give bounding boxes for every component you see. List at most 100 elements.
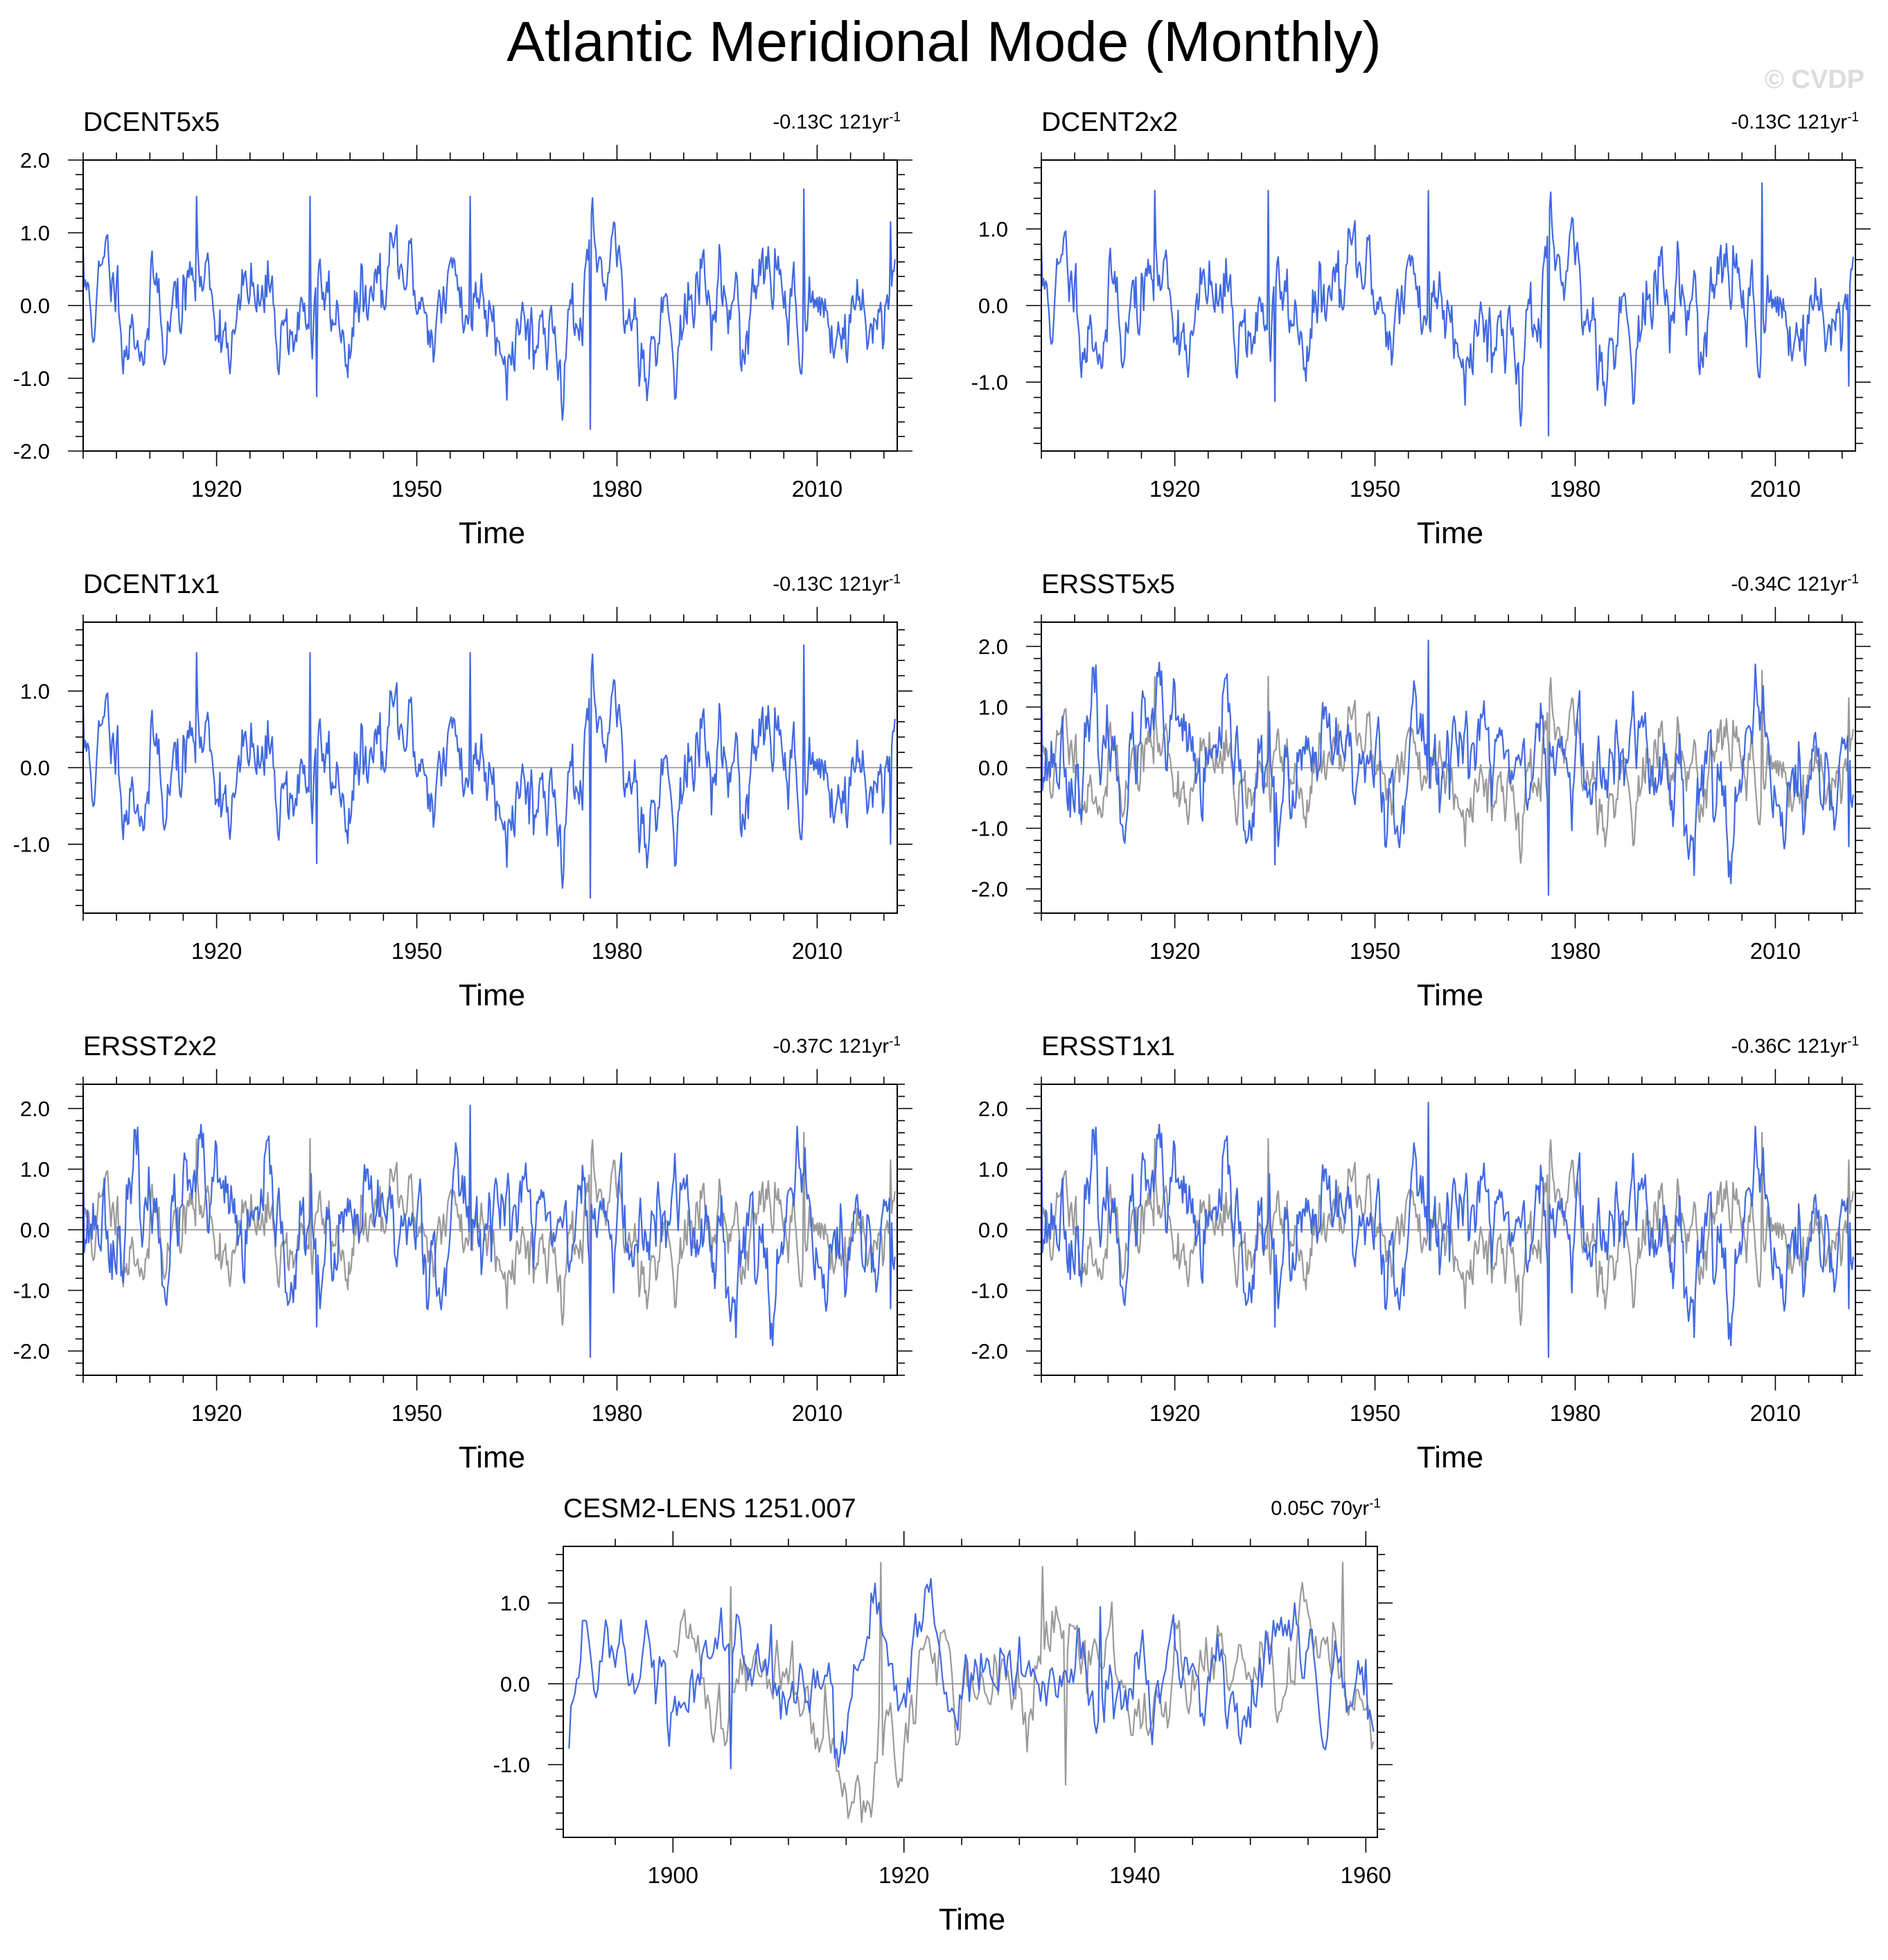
x-tick-label: 1940 [1109,1862,1160,1888]
x-axis-title: Time [1416,516,1484,550]
x-tick-label: 1900 [648,1862,698,1888]
plot-svg: 1920 1950 1980 2010 -2.0 -1.0 0.0 1.0 2.0 [13,1069,912,1426]
x-tick-label: 2010 [792,938,842,964]
x-tick-label: 1950 [1350,938,1400,964]
y-tick-label: -2.0 [971,1339,1008,1363]
x-tick-label: 1980 [1550,476,1600,502]
panel-ersst5x5: ERSST5x5 -0.34C 121yr-1 1920 1950 1980 2010… [958,570,1888,1027]
x-tick-label: 2010 [792,1400,842,1426]
series-line-1 [568,1578,1375,1769]
x-tick-label: 2010 [792,476,842,502]
y-tick-label: -2.0 [971,877,1008,901]
panel-dcent2x2: DCENT2x2 -0.13C 121yr-1 1920 1950 1980 2010… [958,107,1888,565]
plot-svg: 1920 1950 1980 2010 -2.0 -1.0 0.0 1.0 2.0 [13,145,912,502]
plot-svg: 1920 1950 1980 2010 -2.0 -1.0 0.0 1.0 2.0 [971,1069,1871,1426]
panel-trend: -0.36C 121yr-1 [1731,1034,1859,1058]
plot-svg: 1920 1950 1980 2010 -1.0 0.0 1.0 [13,607,912,964]
plot-svg: 1900 1920 1940 1960 -1.0 0.0 1.0 [493,1531,1393,1888]
panel-trend: -0.34C 121yr-1 [1731,572,1859,596]
y-tick-label: -1.0 [13,833,50,857]
x-tick-label: 1980 [1550,1400,1600,1426]
y-tick-label: 0.0 [20,1218,50,1242]
x-axis-title: Time [1416,1440,1484,1474]
series-line-0 [1041,669,1854,872]
panel-title: DCENT2x2 [1041,107,1179,137]
panel-trend: -0.13C 121yr-1 [1731,110,1859,134]
y-tick-label: 1.0 [500,1591,530,1616]
series-line-0 [1041,1131,1854,1334]
panel-title: DCENT1x1 [83,570,220,599]
y-tick-label: 0.0 [978,294,1008,318]
y-tick-label: -1.0 [13,367,50,391]
series-line-1 [1041,1102,1854,1358]
y-tick-label: -2.0 [13,1339,50,1363]
y-tick-label: 2.0 [978,1097,1008,1121]
panel-ersst1x1: ERSST1x1 -0.36C 121yr-1 1920 1950 1980 2010… [958,1032,1888,1489]
x-tick-label: 1920 [1149,476,1200,502]
series-line-0 [83,644,896,899]
y-tick-label: 0.0 [20,756,50,780]
y-tick-label: 2.0 [20,148,50,173]
x-tick-label: 1950 [391,476,442,502]
y-tick-label: 0.0 [978,756,1008,780]
plot-svg: 1920 1950 1980 2010 -2.0 -1.0 0.0 1.0 2.0 [971,607,1871,964]
x-axis-title: Time [458,1440,526,1474]
y-tick-label: -1.0 [971,371,1008,395]
panel-trend: -0.37C 121yr-1 [773,1034,901,1058]
y-tick-label: 0.0 [20,294,50,318]
x-tick-label: 1950 [391,1400,442,1426]
panel-ersst2x2: ERSST2x2 -0.37C 121yr-1 1920 1950 1980 2010… [0,1032,970,1489]
panel-title: DCENT5x5 [83,107,220,137]
x-tick-label: 1950 [1350,476,1400,502]
x-tick-label: 1980 [592,1400,642,1426]
panel-title: ERSST2x2 [83,1032,217,1061]
watermark-cvdp: © CVDP [1764,65,1864,94]
panel-trend: -0.13C 121yr-1 [773,572,901,596]
figure-title: Atlantic Meridional Mode (Monthly) [506,10,1382,73]
panel-dcent1x1: DCENT1x1 -0.13C 121yr-1 1920 1950 1980 2010… [0,570,970,1027]
x-tick-label: 1920 [1149,1400,1200,1426]
y-tick-label: -1.0 [493,1753,530,1777]
x-tick-label: 2010 [1750,1400,1801,1426]
series-line-0 [673,1562,1375,1824]
series-line-1 [1041,639,1854,896]
y-tick-label: 1.0 [978,696,1008,720]
panel-trend: -0.13C 121yr-1 [773,110,901,134]
y-tick-label: 1.0 [978,1158,1008,1182]
panel-title: ERSST1x1 [1041,1032,1175,1061]
panel-dcent5x5: DCENT5x5 -0.13C 121yr-1 1920 1950 1980 2010… [0,107,970,565]
x-tick-label: 1980 [592,476,642,502]
series-line-0 [1041,182,1854,436]
y-tick-label: 2.0 [20,1097,50,1121]
y-tick-label: 1.0 [20,221,50,245]
x-axis-title: Time [1416,978,1484,1012]
x-tick-label: 1950 [391,938,442,964]
y-tick-label: 1.0 [978,217,1008,241]
x-tick-label: 1950 [1350,1400,1400,1426]
x-tick-label: 1920 [879,1862,929,1888]
y-tick-label: -2.0 [13,439,50,463]
panel-cesm2-lens: CESM2-LENS 1251.007 0.05C 70yr-1 1900 192… [480,1494,1450,1951]
series-line-1 [83,1104,896,1358]
panel-title: CESM2-LENS 1251.007 [563,1494,856,1524]
y-tick-label: 0.0 [978,1218,1008,1242]
x-tick-label: 2010 [1750,938,1801,964]
x-tick-label: 1960 [1341,1862,1391,1888]
x-axis-title: Time [458,516,526,550]
y-tick-label: 1.0 [20,1158,50,1182]
y-tick-label: 1.0 [20,679,50,703]
series-line-0 [83,1131,896,1334]
x-tick-label: 1980 [1550,938,1600,964]
x-tick-label: 1920 [1149,938,1200,964]
x-axis-title: Time [938,1902,1006,1936]
x-tick-label: 1920 [191,1400,242,1426]
x-tick-label: 2010 [1750,476,1801,502]
y-tick-label: -1.0 [13,1279,50,1303]
x-tick-label: 1920 [191,938,242,964]
x-axis-title: Time [458,978,526,1012]
x-tick-label: 1980 [592,938,642,964]
panel-title: ERSST5x5 [1041,570,1175,599]
y-tick-label: 0.0 [500,1672,530,1696]
plot-frame [563,1546,1378,1838]
series-line-0 [83,188,896,430]
